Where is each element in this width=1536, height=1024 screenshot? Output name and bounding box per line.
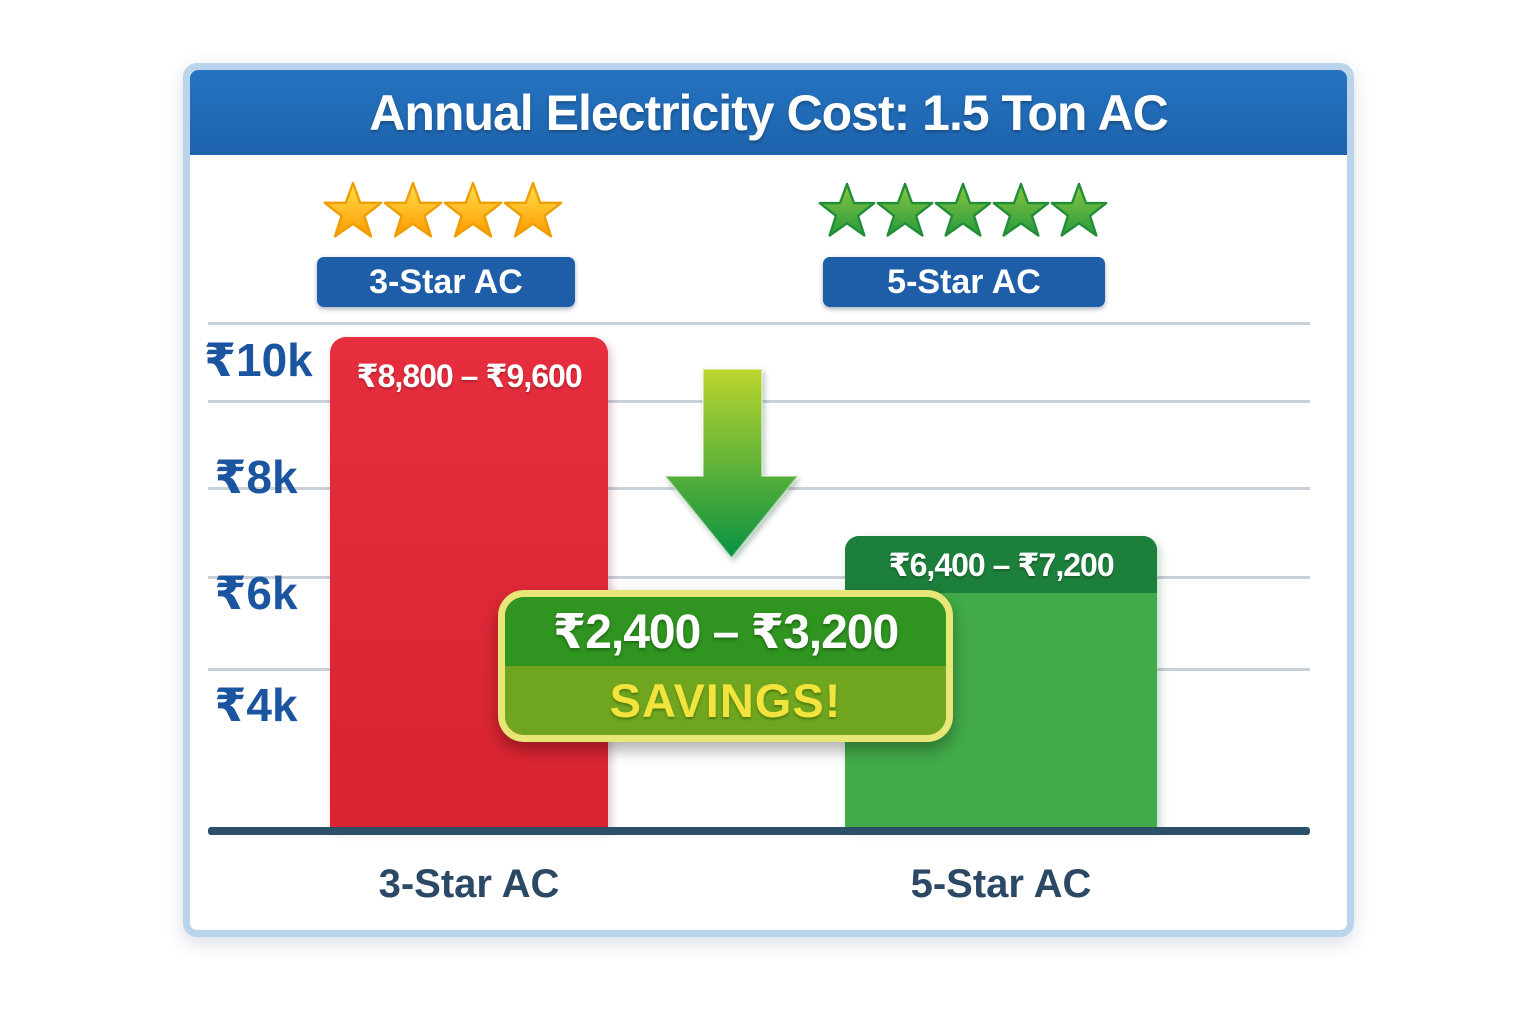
rating-chip-5star: 5-Star AC	[823, 257, 1105, 307]
star-icon	[934, 182, 992, 237]
star-icon	[443, 181, 503, 238]
y-axis-tick-8k: ₹8k	[214, 451, 298, 503]
card-content: Annual Electricity Cost: 1.5 Ton AC 3-St…	[190, 70, 1347, 930]
x-axis-label-3star: 3-Star AC	[378, 862, 560, 906]
savings-caption-row: SAVINGS!	[505, 666, 946, 735]
rating-stars-5star	[818, 178, 1112, 242]
savings-caption: SAVINGS!	[609, 674, 842, 727]
bar-5star-label-strip: ₹6,400 – ₹7,200	[845, 536, 1157, 593]
star-icon	[383, 181, 443, 238]
bar-3star-cost: ₹8,800 – ₹9,600	[330, 337, 608, 828]
y-axis-tick-4k: ₹4k	[214, 679, 298, 731]
star-icon	[818, 182, 876, 237]
rating-stars-3star	[323, 178, 569, 242]
x-axis-baseline	[208, 827, 1310, 835]
savings-badge: ₹2,400 – ₹3,200 SAVINGS!	[498, 590, 953, 742]
star-icon	[1050, 182, 1108, 237]
savings-amount: ₹2,400 – ₹3,200	[552, 605, 899, 659]
infographic-card: Annual Electricity Cost: 1.5 Ton AC 3-St…	[183, 63, 1354, 937]
title-bar: Annual Electricity Cost: 1.5 Ton AC	[190, 70, 1347, 155]
y-axis-tick-10k: ₹10k	[204, 334, 313, 386]
star-icon	[876, 182, 934, 237]
gridline	[208, 576, 1310, 579]
rating-chip-5star-label: 5-Star AC	[887, 262, 1041, 301]
star-icon	[992, 182, 1050, 237]
bar-3star-value-label: ₹8,800 – ₹9,600	[356, 358, 582, 394]
bar-5star-value-label: ₹6,400 – ₹7,200	[888, 546, 1114, 583]
down-arrow-icon	[664, 368, 799, 559]
star-icon	[503, 181, 563, 238]
rating-chip-3star: 3-Star AC	[317, 257, 575, 307]
gridline	[208, 322, 1310, 325]
y-axis-tick-6k: ₹6k	[214, 567, 298, 619]
star-icon	[323, 181, 383, 238]
page-title: Annual Electricity Cost: 1.5 Ton AC	[369, 84, 1168, 141]
bar-5star-cost: ₹6,400 – ₹7,200	[845, 536, 1157, 828]
savings-amount-row: ₹2,400 – ₹3,200	[505, 597, 946, 666]
rating-chip-3star-label: 3-Star AC	[369, 262, 523, 301]
x-axis-label-5star: 5-Star AC	[910, 862, 1092, 906]
